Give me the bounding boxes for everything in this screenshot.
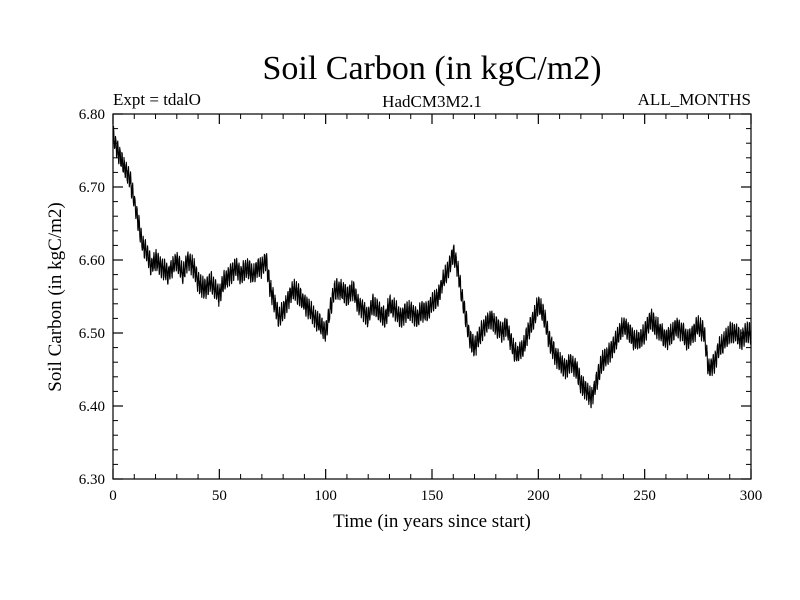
y-tick-labels: 6.30 6.40 6.50 6.60 6.70 6.80: [79, 107, 105, 488]
y-axis-label: Soil Carbon (in kgC/m2): [45, 202, 66, 391]
subtitle-right: ALL_MONTHS: [638, 90, 751, 109]
subtitle-center: HadCM3M2.1: [382, 92, 482, 111]
chart-title: Soil Carbon (in kgC/m2): [262, 50, 601, 87]
plot-frame: [112, 113, 752, 480]
y-tick-label: 6.60: [79, 253, 105, 269]
x-tick-labels: 0 50 100 150 200 250 300: [109, 488, 762, 504]
y-tick-label: 6.70: [79, 180, 105, 196]
x-tick-label: 250: [633, 488, 656, 504]
subtitle-left: Expt = tdalO: [113, 90, 201, 109]
x-tick-label: 150: [421, 488, 444, 504]
y-tick-label: 6.30: [79, 472, 105, 488]
y-tick-label: 6.80: [79, 107, 105, 123]
x-tick-label: 300: [740, 488, 763, 504]
x-axis-label: Time (in years since start): [333, 511, 531, 532]
y-tick-label: 6.40: [79, 399, 105, 415]
minor-ticks: [113, 114, 751, 479]
x-tick-label: 100: [314, 488, 337, 504]
x-tick-label: 200: [527, 488, 550, 504]
x-tick-label: 0: [109, 488, 117, 504]
y-tick-label: 6.50: [79, 326, 105, 342]
series-line: [112, 125, 752, 409]
x-tick-label: 50: [212, 488, 227, 504]
